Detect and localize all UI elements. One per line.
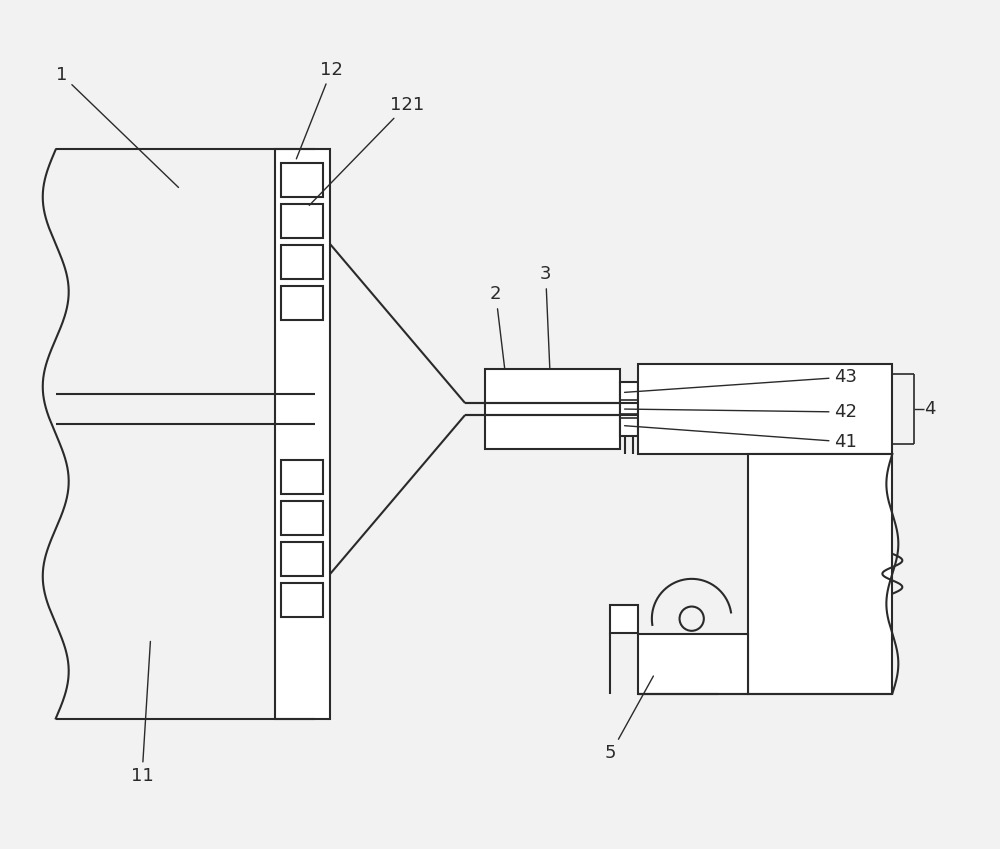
Bar	[281, 163, 323, 197]
Bar	[281, 245, 323, 279]
Bar	[620, 381, 638, 436]
Text: 11: 11	[131, 642, 153, 785]
Text: 3: 3	[540, 265, 551, 368]
Bar	[638, 364, 892, 454]
Bar	[281, 501, 323, 535]
Bar	[281, 205, 323, 239]
Bar	[485, 369, 620, 449]
Text: 5: 5	[605, 676, 653, 762]
Text: 12: 12	[296, 60, 343, 159]
Text: 41: 41	[625, 425, 857, 451]
Bar	[281, 542, 323, 576]
Text: 121: 121	[309, 96, 424, 205]
Bar	[638, 633, 748, 694]
Bar	[610, 604, 638, 633]
Text: 43: 43	[625, 368, 857, 392]
Text: 4: 4	[924, 400, 936, 418]
Text: 1: 1	[56, 65, 179, 188]
Text: 2: 2	[490, 285, 505, 368]
Bar	[281, 582, 323, 616]
Text: 42: 42	[625, 403, 857, 421]
Bar	[748, 454, 892, 694]
Bar	[281, 286, 323, 320]
Bar	[275, 149, 330, 718]
Bar	[281, 460, 323, 494]
